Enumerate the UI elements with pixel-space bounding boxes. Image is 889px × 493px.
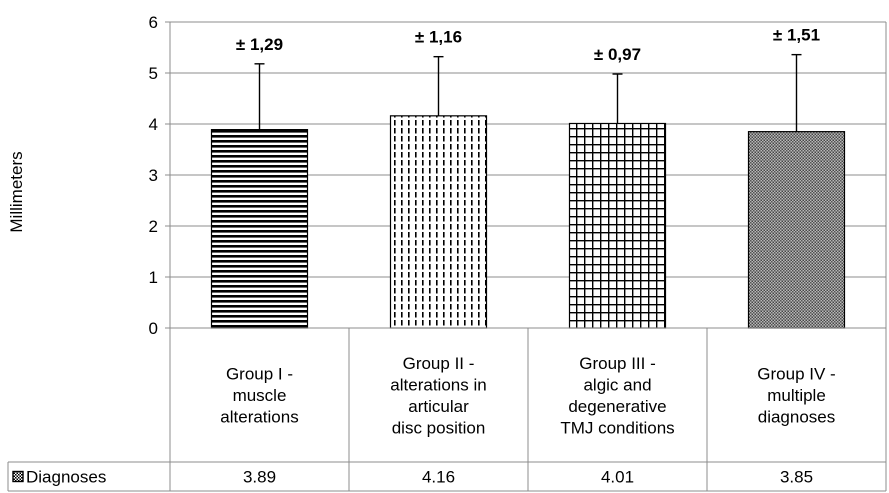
category-label-line: alterations: [220, 408, 298, 427]
error-bars: ± 1,29 ± 1,16 ± 0,97 ± 1,51: [236, 26, 820, 132]
y-tick-label: 0: [149, 319, 158, 338]
category-label-line: Group IV -: [757, 365, 835, 384]
legend-key: [12, 470, 24, 483]
value-cell: 3.85: [780, 468, 813, 487]
y-axis-ticks: 0 1 2 3 4 5 6: [149, 13, 170, 338]
category-label-line: algic and: [583, 375, 651, 394]
category-label-line: TMJ conditions: [560, 418, 674, 437]
category-label-line: articular: [408, 397, 469, 416]
data-table: Group I - muscle alterations Group II - alte…: [7, 327, 887, 492]
y-tick-label: 4: [149, 115, 158, 134]
category-label-line: Group II -: [403, 354, 475, 373]
y-tick-label: 5: [149, 64, 158, 83]
bar: [568, 122, 667, 329]
category-label-line: muscle: [233, 386, 287, 405]
category-label-line: degenerative: [568, 397, 666, 416]
category-label-line: multiple: [767, 386, 826, 405]
bar: [389, 115, 488, 329]
bars: [210, 115, 846, 329]
value-cell: 4.01: [601, 468, 634, 487]
error-label: ± 1,51: [773, 26, 820, 45]
y-tick-label: 1: [149, 268, 158, 287]
category-label-line: alterations in: [390, 375, 486, 394]
value-cell: 4.16: [422, 468, 455, 487]
value-cell: 3.89: [243, 468, 276, 487]
error-label: ± 0,97: [594, 45, 641, 64]
y-tick-label: 2: [149, 217, 158, 236]
category-label: Group IV - multiple diagnoses: [757, 365, 835, 427]
y-axis-label: Millimeters: [7, 151, 26, 232]
category-label-line: disc position: [392, 418, 486, 437]
error-label: ± 1,16: [415, 28, 462, 47]
bar: [210, 129, 309, 329]
y-tick-label: 6: [149, 13, 158, 32]
category-label-line: diagnoses: [758, 408, 836, 427]
y-tick-label: 3: [149, 166, 158, 185]
category-label-line: Group III -: [579, 354, 656, 373]
error-label: ± 1,29: [236, 35, 283, 54]
series-name: Diagnoses: [26, 468, 106, 487]
category-label: Group II - alterations in articular disc po…: [390, 354, 486, 438]
bar: [747, 131, 846, 329]
category-label: Group III - algic and degenerative TMJ cond…: [560, 354, 674, 438]
category-label-line: Group I -: [226, 365, 293, 384]
category-label: Group I - muscle alterations: [220, 365, 298, 427]
